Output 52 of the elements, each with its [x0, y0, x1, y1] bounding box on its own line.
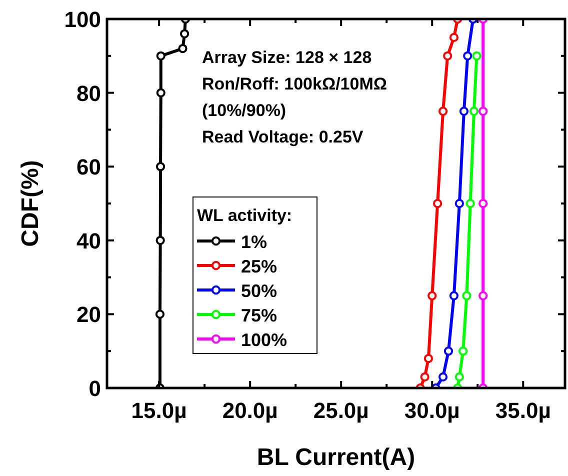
point: [466, 198, 475, 208]
point: [438, 106, 448, 116]
point: [462, 291, 472, 300]
point: [156, 88, 166, 98]
annotation: Read Voltage: 0.25V: [202, 128, 364, 146]
point: [156, 51, 166, 60]
point: [438, 372, 448, 382]
y-tick-label: 0: [88, 376, 101, 401]
point: [156, 236, 165, 245]
point: [478, 198, 488, 208]
x-axis-title: BL Current(A): [256, 444, 416, 471]
x-tick-label: 35.0µ: [495, 398, 551, 423]
point: [463, 51, 472, 60]
x-tick-label: 15.0µ: [131, 398, 187, 423]
point: [178, 44, 188, 54]
point: [458, 346, 468, 356]
x-tick-label: 30.0µ: [404, 398, 460, 423]
point: [472, 51, 482, 60]
point: [155, 310, 165, 319]
legend-title: WL activity:: [197, 206, 292, 225]
annotation: (10%/90%): [202, 101, 286, 120]
point: [449, 32, 459, 42]
point: [180, 29, 190, 38]
legend-label: 50%: [241, 281, 278, 301]
x-tick-label: 20.0µ: [222, 398, 278, 423]
y-tick-label: 100: [64, 7, 101, 32]
point: [454, 198, 464, 208]
point: [444, 346, 454, 356]
legend-label: 1%: [241, 232, 268, 252]
legend-label: 100%: [241, 330, 288, 350]
point: [449, 291, 459, 300]
point: [428, 291, 437, 300]
point: [424, 354, 434, 364]
y-axis-title: CDF(%): [17, 160, 44, 247]
y-tick-label: 20: [76, 302, 101, 328]
point: [433, 198, 442, 208]
x-tick-label: 25.0µ: [313, 398, 369, 423]
y-tick-label: 80: [76, 80, 101, 106]
annotation: Ron/Roff: 100kΩ/10MΩ: [202, 74, 388, 94]
point: [420, 372, 430, 382]
point: [478, 291, 488, 300]
y-tick-label: 40: [76, 228, 101, 254]
legend-label: 75%: [241, 306, 278, 326]
point: [478, 106, 488, 116]
y-tick-label: 60: [76, 154, 101, 180]
point: [454, 372, 464, 382]
legend-label: 25%: [241, 256, 278, 276]
point: [459, 106, 469, 116]
annotation: Array Size: 128 × 128: [202, 48, 372, 67]
point: [469, 106, 479, 116]
point: [156, 162, 166, 172]
point: [443, 51, 452, 60]
